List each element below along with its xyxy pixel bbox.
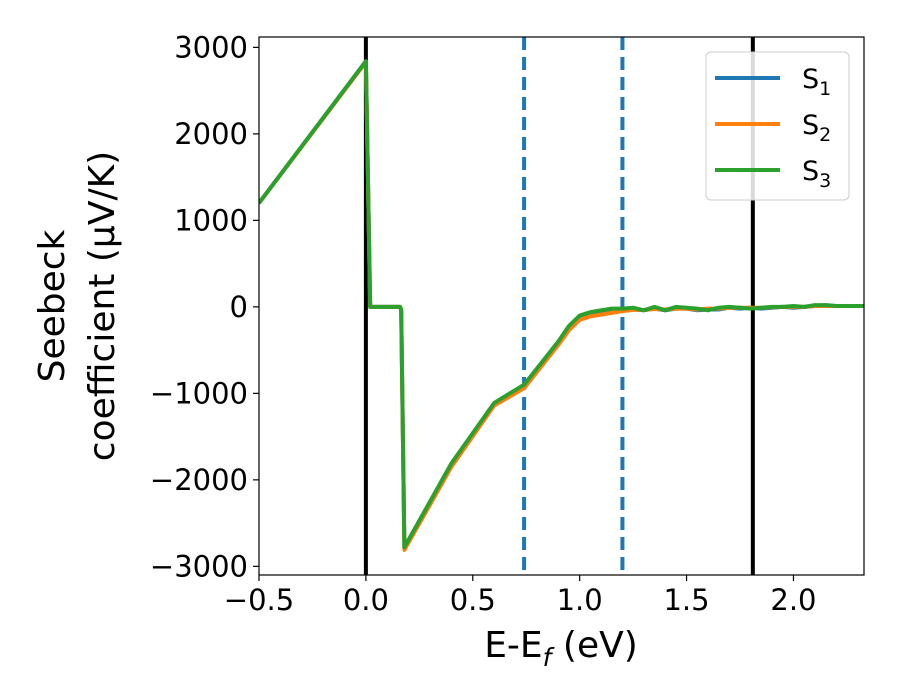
y-axis-label-line1: Seebeck <box>32 229 73 382</box>
series-line-s3 <box>259 59 864 550</box>
legend-label-s2: S2 <box>802 110 831 146</box>
y-tick-label: −1000 <box>150 376 248 410</box>
x-axis-label: E-Ef (eV) <box>484 625 638 672</box>
legend-label-main: S <box>802 64 819 95</box>
x-axis-label-main: E-E <box>484 625 542 666</box>
y-tick-label: 2000 <box>174 117 248 151</box>
plot-frame <box>258 36 865 576</box>
x-tick-label: −0.5 <box>224 583 294 617</box>
y-tick-label: −3000 <box>150 549 248 583</box>
legend-label-s3: S3 <box>802 156 831 192</box>
x-tick-label: 0.5 <box>450 583 496 617</box>
legend-label-s1: S1 <box>802 64 831 100</box>
legend-label-main: S <box>802 110 819 141</box>
y-axis-label-line2: coefficient (μV/K) <box>82 151 123 461</box>
y-tick-label: 1000 <box>174 203 248 237</box>
legend-label-sub: 2 <box>819 124 831 146</box>
y-tick-label: −2000 <box>150 463 248 497</box>
x-axis-label-unit: (eV) <box>551 625 637 666</box>
legend-label-main: S <box>802 156 819 187</box>
x-axis-ticks: −0.5 0.0 0.5 1.0 1.5 2.0 <box>224 575 817 617</box>
x-tick-label: 2.0 <box>770 583 816 617</box>
y-axis-ticks: −3000 −2000 −1000 0 1000 2000 3000 <box>150 30 259 583</box>
y-axis-label: Seebeck coefficient (μV/K) <box>32 151 123 461</box>
legend-label-sub: 1 <box>819 78 831 100</box>
x-tick-label: 1.5 <box>663 583 709 617</box>
x-tick-label: 0.0 <box>343 583 389 617</box>
y-tick-label: 3000 <box>174 30 248 64</box>
x-tick-label: 1.0 <box>557 583 603 617</box>
series-lines <box>259 59 864 552</box>
legend-label-sub: 3 <box>819 170 831 192</box>
y-tick-label: 0 <box>230 290 248 324</box>
